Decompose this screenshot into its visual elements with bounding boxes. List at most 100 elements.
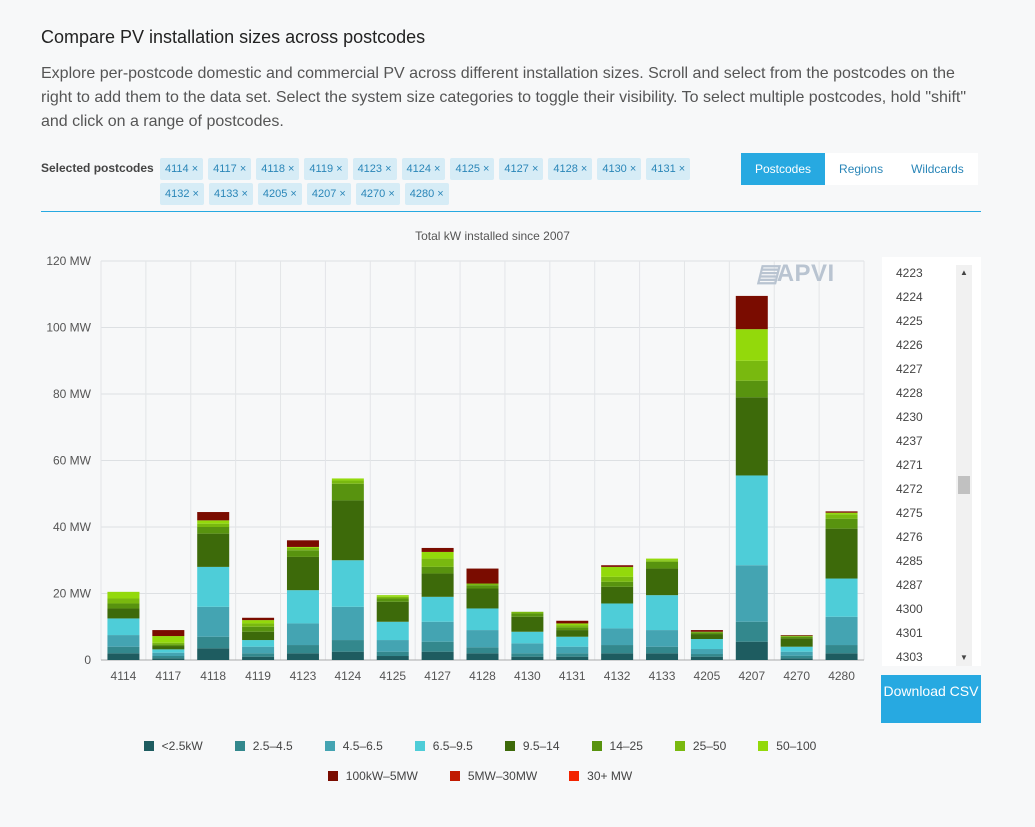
legend-label: 5MW–30MW	[467, 769, 538, 783]
selected-postcodes-chips: 4114 × 4117 × 4118 × 4119 × 4123 × 4124 × 4125…	[160, 158, 700, 208]
selector-tabs: Postcodes Regions Wildcards	[741, 153, 978, 185]
legend-item[interactable]: 9.5–14	[504, 739, 560, 753]
postcode-chip[interactable]: 4280 ×	[404, 183, 449, 205]
bar-segment	[735, 621, 768, 642]
postcode-chip[interactable]: 4118 ×	[256, 158, 300, 180]
download-csv-button[interactable]: Download CSV	[881, 675, 981, 723]
postcode-chip[interactable]: 4205 ×	[257, 183, 302, 205]
postcode-list-item[interactable]: 4228	[896, 386, 923, 400]
y-tick-label: 120 MW	[46, 254, 91, 268]
bar-segment	[556, 636, 589, 647]
page-title: Compare PV installation sizes across pos…	[41, 27, 426, 47]
bar-segment	[690, 634, 723, 640]
postcode-list-item[interactable]: 4223	[896, 266, 923, 280]
postcode-chip[interactable]: 4114 ×	[160, 158, 204, 180]
postcode-chip[interactable]: 4270 ×	[355, 183, 400, 205]
bar-segment	[646, 561, 679, 569]
bar-segment	[197, 520, 230, 524]
y-tick-label: 80 MW	[53, 387, 92, 401]
bar-segment	[601, 576, 634, 582]
postcode-chip[interactable]: 4131 ×	[646, 158, 691, 180]
bar-segment	[825, 518, 858, 529]
postcode-list-item[interactable]: 4275	[896, 506, 923, 520]
bar-segment	[376, 621, 409, 641]
bar-segment	[466, 588, 499, 609]
bar-segment	[286, 653, 319, 660]
tab-wildcards[interactable]: Wildcards	[897, 153, 978, 185]
postcode-list[interactable]: 4223 4224 4225 4226 4227 4228 4230 4237 4271 4272…	[882, 257, 981, 666]
scroll-down-icon[interactable]: ▼	[960, 653, 968, 662]
bar-segment	[421, 573, 454, 597]
postcode-list-item[interactable]: 4225	[896, 314, 923, 328]
postcode-chip[interactable]: 4117 ×	[208, 158, 252, 180]
bar-segment	[197, 636, 230, 649]
legend-item[interactable]: 4.5–6.5	[324, 739, 383, 753]
postcode-chip[interactable]: 4124 ×	[401, 158, 446, 180]
postcode-list-item[interactable]: 4300	[896, 602, 923, 616]
postcode-chip[interactable]: 4128 ×	[548, 158, 593, 180]
bar-segment	[825, 514, 858, 519]
bar-segment	[421, 558, 454, 567]
bar-segment	[601, 628, 634, 646]
legend-item[interactable]: 25–50	[674, 739, 726, 753]
postcode-chip[interactable]: 4132 ×	[160, 183, 204, 205]
bar-segment	[735, 360, 768, 381]
postcode-chip[interactable]: 4123 ×	[352, 158, 397, 180]
bar-segment	[286, 590, 319, 624]
postcode-list-item[interactable]: 4224	[896, 290, 923, 304]
x-tick-label: 4123	[290, 669, 317, 683]
legend-swatch	[569, 771, 580, 781]
bar-segment	[825, 511, 858, 513]
bar-segment	[376, 640, 409, 652]
postcode-list-item[interactable]: 4301	[896, 626, 923, 640]
postcode-chip[interactable]: 4133 ×	[208, 183, 253, 205]
x-tick-label: 4124	[335, 669, 362, 683]
postcode-list-item[interactable]: 4237	[896, 434, 923, 448]
bar-segment	[601, 581, 634, 587]
bar-segment	[780, 646, 813, 652]
postcode-chip[interactable]: 4119 ×	[304, 158, 348, 180]
postcode-chip[interactable]: 4130 ×	[597, 158, 642, 180]
scroll-up-icon[interactable]: ▲	[960, 268, 968, 277]
postcode-list-item[interactable]: 4276	[896, 530, 923, 544]
bar-segment	[331, 651, 364, 660]
bar-segment	[646, 630, 679, 647]
postcode-chip[interactable]: 4125 ×	[450, 158, 495, 180]
postcode-chip[interactable]: 4207 ×	[306, 183, 351, 205]
postcode-list-item[interactable]: 4226	[896, 338, 923, 352]
postcode-list-item[interactable]: 4227	[896, 362, 923, 376]
legend-item[interactable]: 5MW–30MW	[449, 769, 538, 783]
bar-segment	[601, 586, 634, 604]
legend-item[interactable]: 14–25	[591, 739, 643, 753]
legend-swatch	[758, 741, 769, 751]
legend-item[interactable]: 2.5–4.5	[234, 739, 293, 753]
legend-item[interactable]: 100kW–5MW	[327, 769, 418, 783]
legend-item[interactable]: <2.5kW	[143, 739, 203, 753]
bar-segment	[152, 644, 185, 647]
legend-item[interactable]: 30+ MW	[569, 769, 632, 783]
bar-segment	[646, 595, 679, 631]
postcode-list-item[interactable]: 4271	[896, 458, 923, 472]
legend-label: 30+ MW	[587, 769, 633, 783]
postcode-list-item[interactable]: 4272	[896, 482, 923, 496]
legend-swatch	[591, 741, 602, 751]
tab-postcodes[interactable]: Postcodes	[741, 153, 826, 185]
legend-label: 100kW–5MW	[345, 769, 418, 783]
scroll-thumb[interactable]	[958, 476, 970, 494]
bar-segment	[107, 618, 140, 636]
postcode-list-item[interactable]: 4285	[896, 554, 923, 568]
postcode-chip[interactable]: 4127 ×	[499, 158, 544, 180]
tab-regions[interactable]: Regions	[825, 153, 898, 185]
postcode-list-item[interactable]: 4230	[896, 410, 923, 424]
postcode-list-scrollbar[interactable]: ▲ ▼	[956, 265, 972, 666]
bar-segment	[376, 596, 409, 599]
bar-segment	[286, 546, 319, 548]
bar-segment	[646, 568, 679, 596]
legend-item[interactable]: 50–100	[758, 739, 816, 753]
bar-segment	[601, 565, 634, 567]
postcode-list-item[interactable]: 4303	[896, 650, 923, 664]
legend-item[interactable]: 6.5–9.5	[414, 739, 473, 753]
bar-segment	[197, 566, 230, 607]
postcode-list-item[interactable]: 4287	[896, 578, 923, 592]
bar-segment	[421, 641, 454, 652]
